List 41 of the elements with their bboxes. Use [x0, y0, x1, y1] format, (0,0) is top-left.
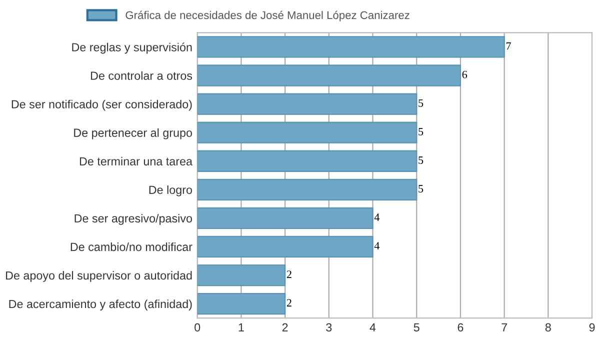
x-tick-label: 3: [326, 323, 332, 332]
x-tick-label: 0: [194, 323, 200, 332]
y-tick-label: De cambio/no modificar: [70, 242, 192, 252]
x-tick-label: 2: [282, 323, 288, 332]
y-tick-label: De controlar a otros: [90, 71, 192, 80]
bar: [197, 36, 505, 58]
data-label: 5: [418, 128, 424, 136]
y-tick-label: De reglas y supervisión: [72, 42, 192, 54]
y-tick-label: De logro: [149, 185, 192, 196]
legend-label: Gráfica de necesidades de José Manuel López Canizarez: [126, 10, 410, 22]
bar: [197, 292, 286, 315]
y-tick-label: De apoyo del supervisor o autoridad: [6, 271, 192, 282]
x-tick-label: 5: [414, 323, 420, 332]
x-tick-label: 9: [589, 323, 595, 332]
bar: [197, 207, 374, 230]
bar: [197, 264, 286, 286]
data-label: 5: [418, 156, 424, 164]
data-label: 7: [506, 42, 511, 50]
data-label: 6: [462, 70, 468, 78]
y-tick-label: De ser notificado (ser considerado): [12, 100, 192, 111]
x-tick-label: 1: [238, 323, 244, 332]
data-label: 2: [286, 299, 292, 306]
bar: [197, 93, 418, 115]
data-label: 5: [418, 185, 424, 192]
data-label: 4: [374, 214, 380, 221]
y-tick-label: De ser agresivo/pasivo: [74, 214, 192, 225]
data-label: 4: [374, 242, 380, 250]
x-tick-label: 8: [545, 323, 551, 332]
x-tick-label: 4: [370, 323, 376, 332]
data-label: 2: [286, 270, 292, 278]
bar: [197, 178, 418, 200]
bar: [197, 150, 418, 172]
bar: [197, 64, 462, 86]
x-tick-label: 7: [502, 323, 507, 332]
y-tick-label: De acercamiento y afecto (afinidad): [9, 300, 192, 310]
bar: [197, 122, 418, 144]
data-label: 5: [418, 99, 424, 107]
x-tick-label: 6: [458, 323, 464, 332]
y-tick-label: De terminar una tarea: [80, 156, 192, 166]
bar: [197, 236, 374, 258]
y-tick-label: De pertenecer al grupo: [74, 128, 192, 140]
